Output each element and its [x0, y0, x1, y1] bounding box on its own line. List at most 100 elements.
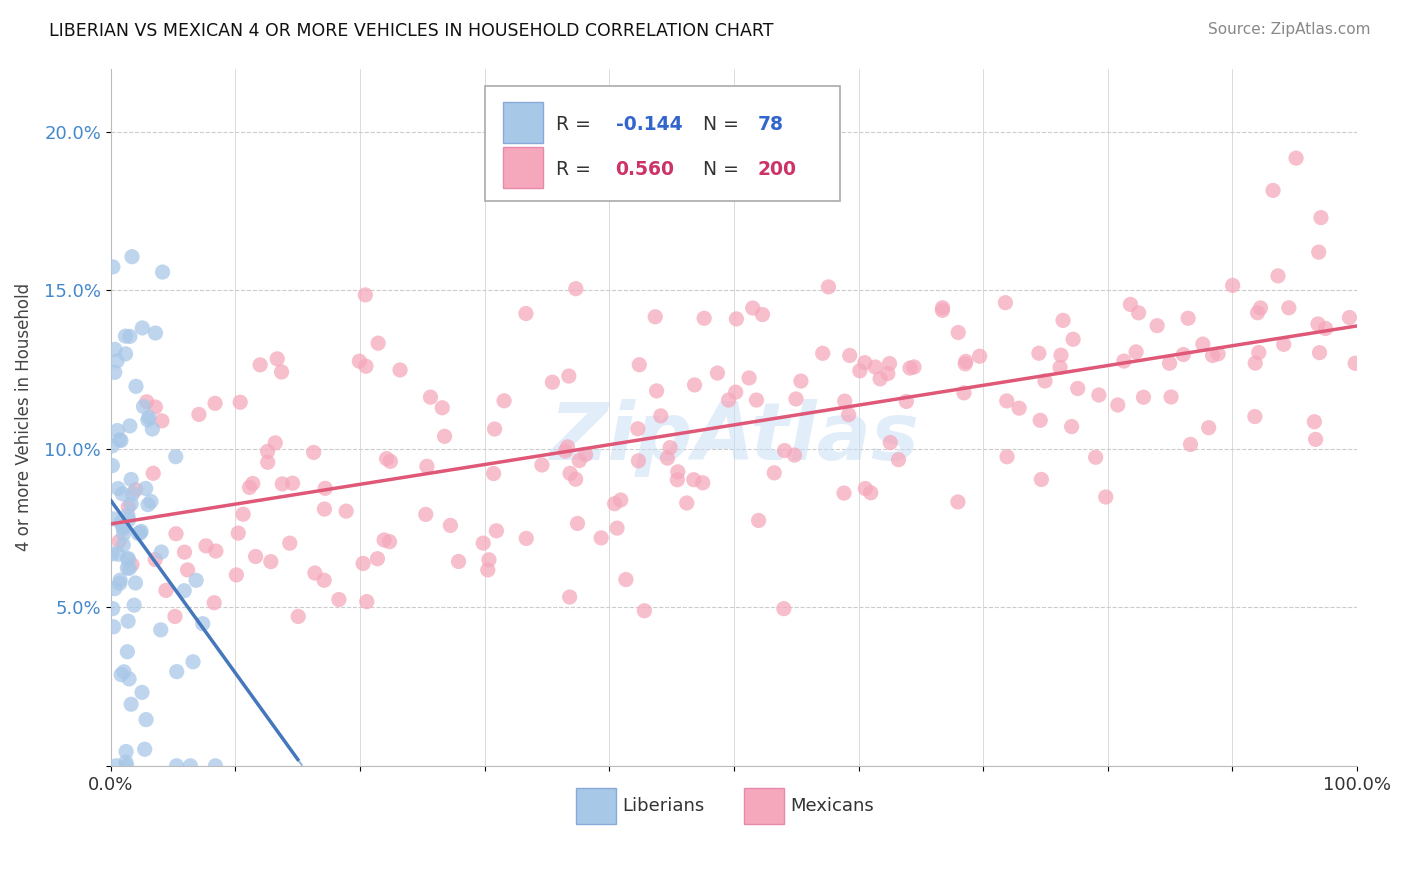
Point — [375, 451, 398, 466]
Point — [515, 307, 537, 321]
Point — [1285, 151, 1308, 165]
Point — [1206, 347, 1229, 361]
Point — [354, 359, 377, 374]
Point — [356, 594, 378, 608]
Point — [606, 521, 628, 535]
Point — [859, 485, 882, 500]
Point — [485, 524, 508, 538]
Point — [287, 609, 309, 624]
Point — [142, 467, 165, 481]
Point — [666, 465, 689, 479]
Point — [121, 558, 143, 572]
Point — [335, 504, 357, 518]
Point — [166, 665, 188, 679]
Point — [1247, 345, 1270, 359]
Point — [745, 393, 768, 408]
Point — [1028, 346, 1050, 360]
Text: Mexicans: Mexicans — [790, 797, 873, 815]
Point — [946, 495, 969, 509]
Point — [811, 346, 834, 360]
Text: Source: ZipAtlas.com: Source: ZipAtlas.com — [1208, 22, 1371, 37]
Point — [115, 755, 138, 769]
Point — [898, 361, 921, 376]
Point — [105, 759, 128, 773]
Point — [111, 487, 134, 501]
Point — [366, 551, 388, 566]
Point — [494, 393, 516, 408]
Point — [1308, 245, 1330, 260]
Point — [204, 759, 226, 773]
Point — [416, 459, 439, 474]
Point — [117, 552, 139, 566]
Point — [1315, 321, 1337, 335]
Point — [564, 472, 586, 486]
FancyBboxPatch shape — [744, 789, 783, 824]
Point — [614, 573, 637, 587]
Point — [202, 596, 225, 610]
Point — [1050, 348, 1073, 362]
Point — [108, 534, 131, 549]
Point — [627, 422, 650, 436]
Point — [692, 475, 714, 490]
Point — [1119, 297, 1142, 311]
Point — [186, 574, 208, 588]
Point — [105, 354, 128, 368]
Point — [124, 483, 146, 497]
Point — [181, 655, 204, 669]
Point — [879, 357, 901, 371]
Point — [565, 282, 588, 296]
Point — [115, 744, 138, 758]
Point — [627, 454, 650, 468]
Point — [143, 400, 166, 414]
Point — [138, 410, 160, 425]
Point — [447, 554, 470, 568]
Point — [1272, 337, 1295, 351]
Point — [112, 665, 135, 679]
Point — [117, 645, 139, 659]
Point — [419, 390, 441, 404]
Point — [1052, 313, 1074, 327]
Point — [187, 408, 209, 422]
Point — [683, 378, 706, 392]
Point — [108, 576, 131, 591]
Point — [1031, 472, 1053, 486]
Point — [256, 455, 278, 469]
Point — [785, 392, 807, 406]
Point — [101, 547, 124, 561]
Point — [948, 326, 970, 340]
Text: R =: R = — [555, 160, 596, 179]
Point — [1146, 318, 1168, 333]
Point — [853, 356, 876, 370]
Point — [657, 451, 679, 466]
Point — [112, 527, 135, 541]
Point — [515, 532, 537, 546]
Point — [706, 366, 728, 380]
Point — [1339, 310, 1361, 325]
Point — [176, 563, 198, 577]
Point — [114, 347, 136, 361]
Point — [139, 494, 162, 508]
Y-axis label: 4 or more Vehicles in Household: 4 or more Vehicles in Household — [15, 283, 32, 551]
Point — [107, 482, 129, 496]
FancyBboxPatch shape — [485, 86, 839, 201]
Point — [741, 301, 763, 315]
Point — [1128, 306, 1150, 320]
Point — [853, 482, 876, 496]
Point — [173, 545, 195, 559]
Point — [1094, 490, 1116, 504]
Point — [633, 604, 655, 618]
Point — [554, 444, 576, 458]
Point — [1160, 390, 1182, 404]
Text: ZipAtlas: ZipAtlas — [548, 399, 920, 477]
Point — [278, 536, 301, 550]
Point — [1344, 356, 1367, 370]
Point — [575, 448, 598, 462]
Point — [389, 363, 412, 377]
Point — [838, 408, 860, 422]
Point — [117, 513, 139, 527]
Point — [163, 609, 186, 624]
Point — [738, 371, 761, 385]
Point — [645, 384, 668, 398]
Point — [953, 385, 976, 400]
Point — [152, 265, 174, 279]
